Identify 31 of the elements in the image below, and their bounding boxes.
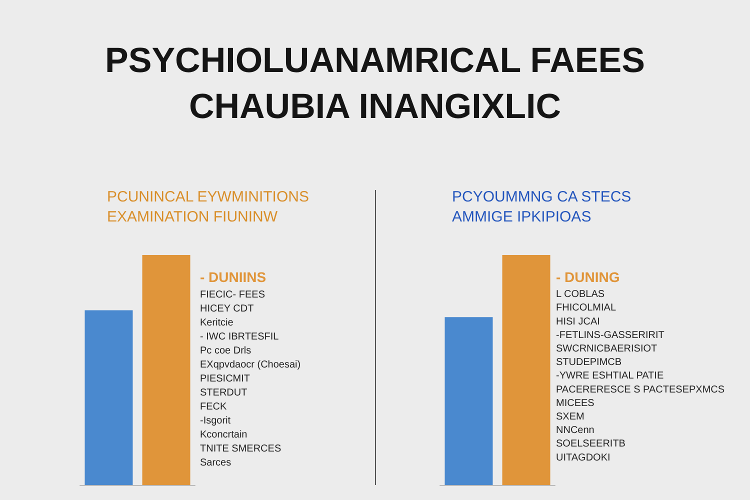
- text: Sarces: [200, 458, 232, 468]
- text: -FETLINS-GASSERIRIT: [556, 330, 664, 341]
- text: STUDEPIMCB: [556, 357, 622, 368]
- text: FECK: [200, 402, 227, 412]
- text: Kconcrtain: [200, 430, 248, 440]
- text: UITAGDOKI: [556, 452, 610, 464]
- text: FHICOLMIAL: [556, 302, 616, 314]
- text: -YWRE ESHTIAL PATIE: [556, 370, 664, 382]
- text: NNCenn: [556, 425, 594, 436]
- text: SWCRNICBAERISIOT: [556, 344, 658, 354]
- text: - DUNIINS: [200, 269, 266, 285]
- text: FIECIC- FEES: [200, 290, 266, 300]
- text: L COBLAS: [556, 289, 605, 300]
- text: PACERERESCE S PACTESEPXMCS: [556, 384, 725, 396]
- text: EXqpvdaocr (Choesai): [200, 360, 301, 370]
- text: SOELSEERITB: [556, 438, 626, 450]
- text: - DUNING: [556, 269, 620, 285]
- text: HICEY CDT: [200, 304, 254, 314]
- text: Keritcie: [200, 318, 234, 328]
- text: PIESICMIT: [200, 374, 250, 384]
- text: STERDUT: [200, 388, 248, 398]
- chart-subtitle: PCYOUMMNG CA STECS AMMIGE IPKIPIOAS: [452, 188, 632, 226]
- chart-subtitle: PCUNINCAL EYWMINITIONS EXAMINATION FIUNINW: [107, 188, 309, 226]
- text: -Isgorit: [200, 416, 231, 426]
- text: Pc coe Drls: [200, 346, 252, 356]
- text: PSYCHIOLUANAMRICAL FAEES CHAUBIA INANGIXLIC: [104, 40, 646, 128]
- text: HISI JCAI: [556, 316, 600, 328]
- text: SXEM: [556, 412, 584, 422]
- text: - IWC IBRTESFIL: [200, 332, 280, 342]
- text: MICEES: [556, 398, 595, 409]
- text: TNITE SMERCES: [200, 444, 282, 454]
